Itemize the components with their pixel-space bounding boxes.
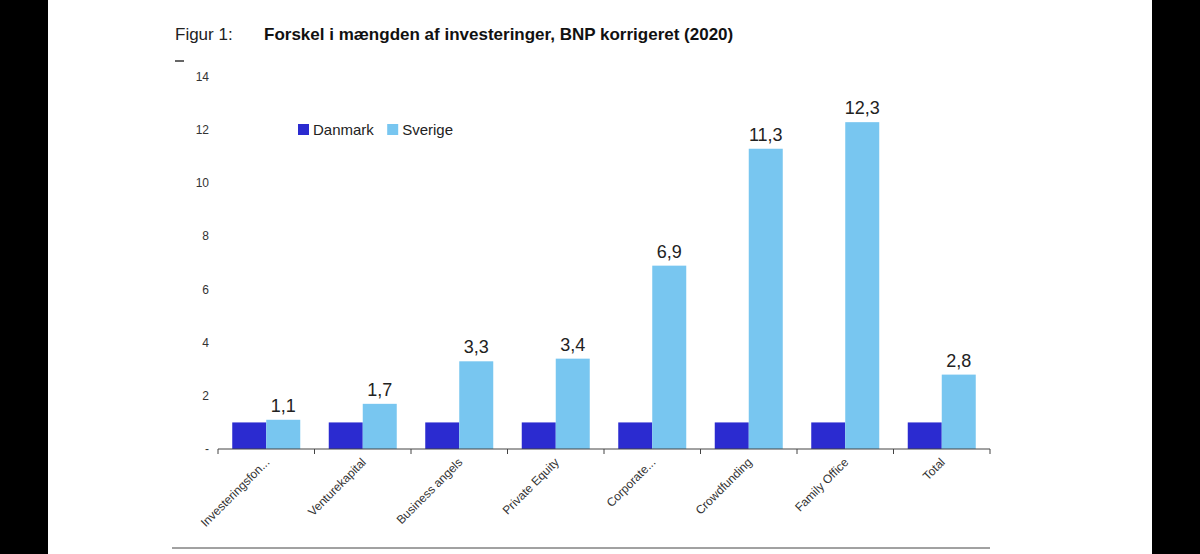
bar: [908, 422, 942, 449]
y-tick: [215, 289, 218, 290]
legend-swatch: [387, 124, 398, 135]
bar: [811, 422, 845, 449]
bar: [715, 422, 749, 449]
x-tick: [700, 449, 701, 454]
x-tick: [797, 449, 798, 454]
x-tick-label: Family Office: [792, 455, 851, 514]
legend-swatch: [298, 124, 309, 135]
data-label: 6,9: [657, 242, 682, 262]
data-label: 11,3: [749, 125, 783, 145]
data-label: 3,3: [464, 337, 489, 357]
bar: [266, 420, 300, 449]
data-label: 12,3: [845, 98, 880, 118]
bar: [363, 404, 397, 449]
y-tick-label: 12: [196, 123, 210, 137]
y-tick-label: 4: [202, 336, 209, 350]
bar: [522, 422, 556, 449]
bar: [459, 361, 493, 449]
x-tick: [314, 449, 315, 454]
bar: [618, 422, 652, 449]
y-tick-label: 6: [202, 283, 209, 297]
x-tick-label: Total: [920, 455, 948, 483]
x-tick: [604, 449, 605, 454]
y-tick-label: -: [205, 442, 209, 456]
title: Forskel i mængden af investeringer, BNP …: [264, 25, 733, 44]
data-label: 2,8: [946, 351, 971, 371]
y-tick-label: 2: [202, 389, 209, 403]
bars: [232, 122, 976, 449]
x-tick-label: Business angels: [394, 455, 466, 527]
data-label: 1,1: [271, 396, 296, 416]
legend-label: Sverige: [402, 121, 453, 138]
x-tick: [218, 449, 219, 454]
y-tick: [215, 130, 218, 131]
x-tick-label: Corporate...: [604, 455, 659, 510]
figure-label: Figur 1:: [175, 25, 233, 44]
y-tick: [215, 183, 218, 184]
x-tick: [893, 449, 894, 454]
y-tick: [215, 342, 218, 343]
bar: [845, 122, 879, 449]
bar: [425, 422, 459, 449]
x-tick-label: Private Equity: [500, 455, 562, 517]
x-tick: [411, 449, 412, 454]
data-label: 1,7: [367, 380, 392, 400]
bottom-rule: [172, 548, 990, 549]
data-label: 3,4: [560, 335, 585, 355]
bar: [329, 422, 363, 449]
bar: [942, 375, 976, 449]
x-tick-label: Crowdfunding: [693, 455, 755, 517]
bar: [749, 149, 783, 449]
decoration: [175, 60, 184, 62]
y-tick-label: 10: [196, 176, 210, 190]
legend-label: Danmark: [313, 121, 374, 138]
bar: [556, 359, 590, 449]
y-tick-label: 14: [196, 70, 210, 84]
x-tick-label: Investeringsfon...: [198, 455, 273, 530]
bar: [232, 422, 266, 449]
y-tick-label: 8: [202, 229, 209, 243]
bar: [652, 266, 686, 449]
y-tick: [215, 236, 218, 237]
y-tick: [215, 395, 218, 396]
page: Figur 1: Forskel i mængden af investering…: [48, 0, 1152, 554]
chart: Figur 1: Forskel i mængden af investering…: [48, 0, 1152, 554]
x-tick: [507, 449, 508, 454]
x-tick-label: Venturekapital: [305, 455, 369, 519]
y-tick: [215, 77, 218, 78]
x-tick: [990, 449, 991, 454]
